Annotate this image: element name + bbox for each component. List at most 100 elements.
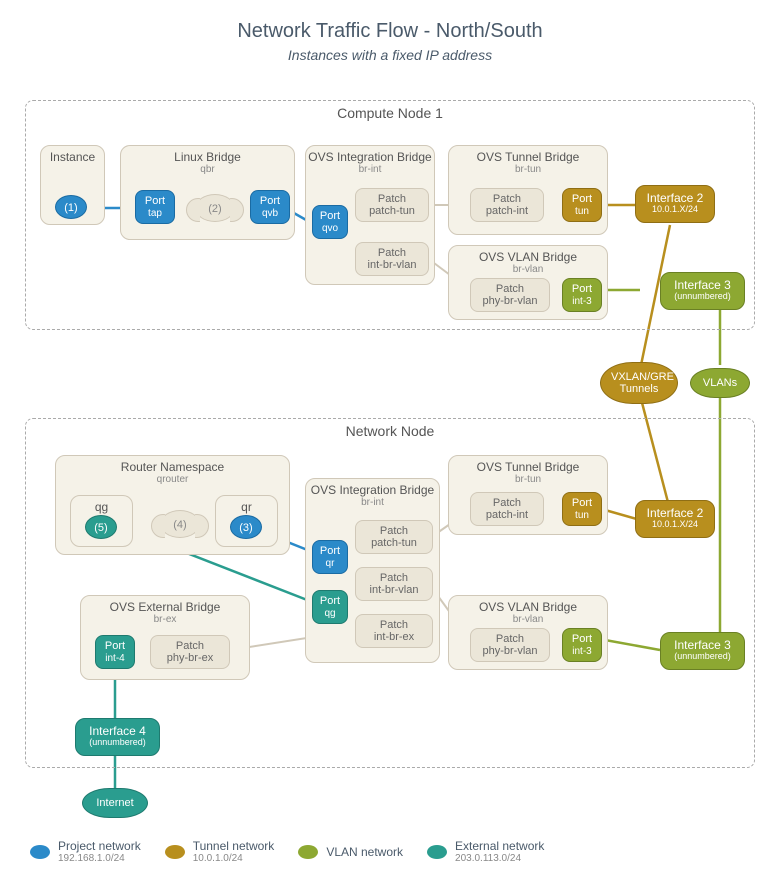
port-label: Port [145, 195, 165, 207]
diagram-title: Network Traffic Flow - North/South [0, 0, 780, 43]
qg-title: qg [71, 496, 132, 514]
step-3: (3) [230, 515, 262, 539]
vlans-cloud: VLANs [690, 368, 750, 398]
iface3-sub: (unnumbered) [665, 292, 740, 302]
ovs-vlan-title: OVS VLAN Bridge [449, 246, 607, 264]
port-label: Port [260, 195, 280, 207]
interface-3-compute: Interface 3 (unnumbered) [660, 272, 745, 310]
port-qr-label: qr [326, 558, 335, 569]
linux-bridge-title: Linux Bridge [121, 146, 294, 164]
router-title: Router Namespace [56, 456, 289, 474]
legend: Project network192.168.1.0/24 Tunnel net… [30, 839, 544, 864]
ovs-vlan-net-title: OVS VLAN Bridge [449, 596, 607, 614]
interface-2-compute: Interface 2 10.0.1.X/24 [635, 185, 715, 223]
ovs-vlan-sub: br-vlan [449, 264, 607, 275]
port-qvb-label: qvb [262, 208, 278, 219]
port-label: Port [572, 283, 592, 295]
patch-ex-net-label: int-br-ex [374, 631, 414, 643]
patch-phyex-label: phy-br-ex [167, 652, 213, 664]
port-label: Port [320, 210, 340, 222]
diagram-subtitle: Instances with a fixed IP address [0, 47, 780, 63]
legend-dot-blue [30, 845, 50, 859]
legend-tunnel: Tunnel network10.0.1.0/24 [165, 839, 275, 864]
ovs-tun-net-sub: br-tun [449, 474, 607, 485]
patch-tun-net: Patchpatch-tun [355, 520, 433, 554]
patch-phyvlan-compute: Patchphy-br-vlan [470, 278, 550, 312]
ovs-tun-sub: br-tun [449, 164, 607, 175]
patch-label: Patch [493, 193, 521, 205]
patch-label: Patch [378, 193, 406, 205]
legend-3-sub: 203.0.113.0/24 [455, 853, 544, 864]
port-label: Port [105, 640, 125, 652]
patch-label: Patch [176, 640, 204, 652]
legend-dot-green [298, 845, 318, 859]
patch-phy-label: phy-br-vlan [482, 295, 537, 307]
interface-3-net: Interface 3 (unnumbered) [660, 632, 745, 670]
patch-tun-label: patch-tun [369, 205, 415, 217]
patch-label: Patch [493, 497, 521, 509]
patch-phyex: Patchphy-br-ex [150, 635, 230, 669]
port-qvb: Portqvb [250, 190, 290, 224]
patch-int-net-label: patch-int [486, 509, 528, 521]
patch-int-net: Patchpatch-int [470, 492, 544, 526]
ovs-ex-sub: br-ex [81, 614, 249, 625]
ovs-tun-title: OVS Tunnel Bridge [449, 146, 607, 164]
patch-label: Patch [380, 525, 408, 537]
patch-label: Patch [496, 283, 524, 295]
port-tun-compute: Porttun [562, 188, 602, 222]
ovs-vlan-net-sub: br-vlan [449, 614, 607, 625]
port-int3-label: int-3 [572, 296, 591, 307]
interface-4: Interface 4 (unnumbered) [75, 718, 160, 756]
iface2-net-sub: 10.0.1.X/24 [640, 520, 710, 530]
patch-tun-compute: Patchpatch-tun [355, 188, 429, 222]
port-label: Port [572, 497, 592, 509]
step-1: (1) [55, 195, 87, 219]
patch-vlan-net-label: int-br-vlan [370, 584, 419, 596]
legend-dot-olive [165, 845, 185, 859]
legend-1-sub: 10.0.1.0/24 [193, 853, 275, 864]
legend-vlan: VLAN network [298, 839, 403, 864]
port-label: Port [572, 193, 592, 205]
legend-3-title: External network [455, 839, 544, 853]
step-2-cloud: (2) [195, 194, 235, 222]
patch-label: Patch [496, 633, 524, 645]
patch-intbrvlan-compute: Patchint-br-vlan [355, 242, 429, 276]
patch-phyvlan-net-label: phy-br-vlan [482, 645, 537, 657]
port-qg-net: Portqg [312, 590, 348, 624]
port-int4: Portint-4 [95, 635, 135, 669]
vxlan-cloud: VXLAN/GRE Tunnels [600, 362, 678, 404]
port-qvo-label: qvo [322, 223, 338, 234]
patch-intbrex-net: Patchint-br-ex [355, 614, 433, 648]
legend-dot-teal [427, 845, 447, 859]
patch-intbrvlan-net: Patchint-br-vlan [355, 567, 433, 601]
ovs-ex-title: OVS External Bridge [81, 596, 249, 614]
patch-tun-net-label: patch-tun [371, 537, 417, 549]
port-label: Port [320, 545, 340, 557]
ovs-tun-net-title: OVS Tunnel Bridge [449, 456, 607, 474]
port-tun-label: tun [575, 206, 589, 217]
step-4-cloud: (4) [160, 510, 200, 538]
iface2-sub: 10.0.1.X/24 [640, 205, 710, 215]
patch-label: Patch [378, 247, 406, 259]
legend-1-title: Tunnel network [193, 839, 275, 853]
port-tun-net: Porttun [562, 492, 602, 526]
port-label: Port [572, 633, 592, 645]
legend-0-sub: 192.168.1.0/24 [58, 853, 141, 864]
port-tun-net-label: tun [575, 510, 589, 521]
port-tap-label: tap [148, 208, 162, 219]
port-int4-label: int-4 [105, 653, 124, 664]
patch-label: Patch [380, 572, 408, 584]
ovs-int-title: OVS Integration Bridge [306, 146, 434, 164]
legend-2-title: VLAN network [326, 845, 403, 859]
iface3-net-sub: (unnumbered) [665, 652, 740, 662]
port-tap: Porttap [135, 190, 175, 224]
instance-title: Instance [41, 146, 104, 164]
compute-title: Compute Node 1 [26, 105, 754, 121]
patch-int-compute: Patchpatch-int [470, 188, 544, 222]
ovs-int-net-title: OVS Integration Bridge [306, 479, 439, 497]
legend-project: Project network192.168.1.0/24 [30, 839, 141, 864]
interface-2-net: Interface 2 10.0.1.X/24 [635, 500, 715, 538]
iface4-sub: (unnumbered) [80, 738, 155, 748]
port-qg-label: qg [324, 608, 335, 619]
linux-bridge-sub: qbr [121, 164, 294, 175]
